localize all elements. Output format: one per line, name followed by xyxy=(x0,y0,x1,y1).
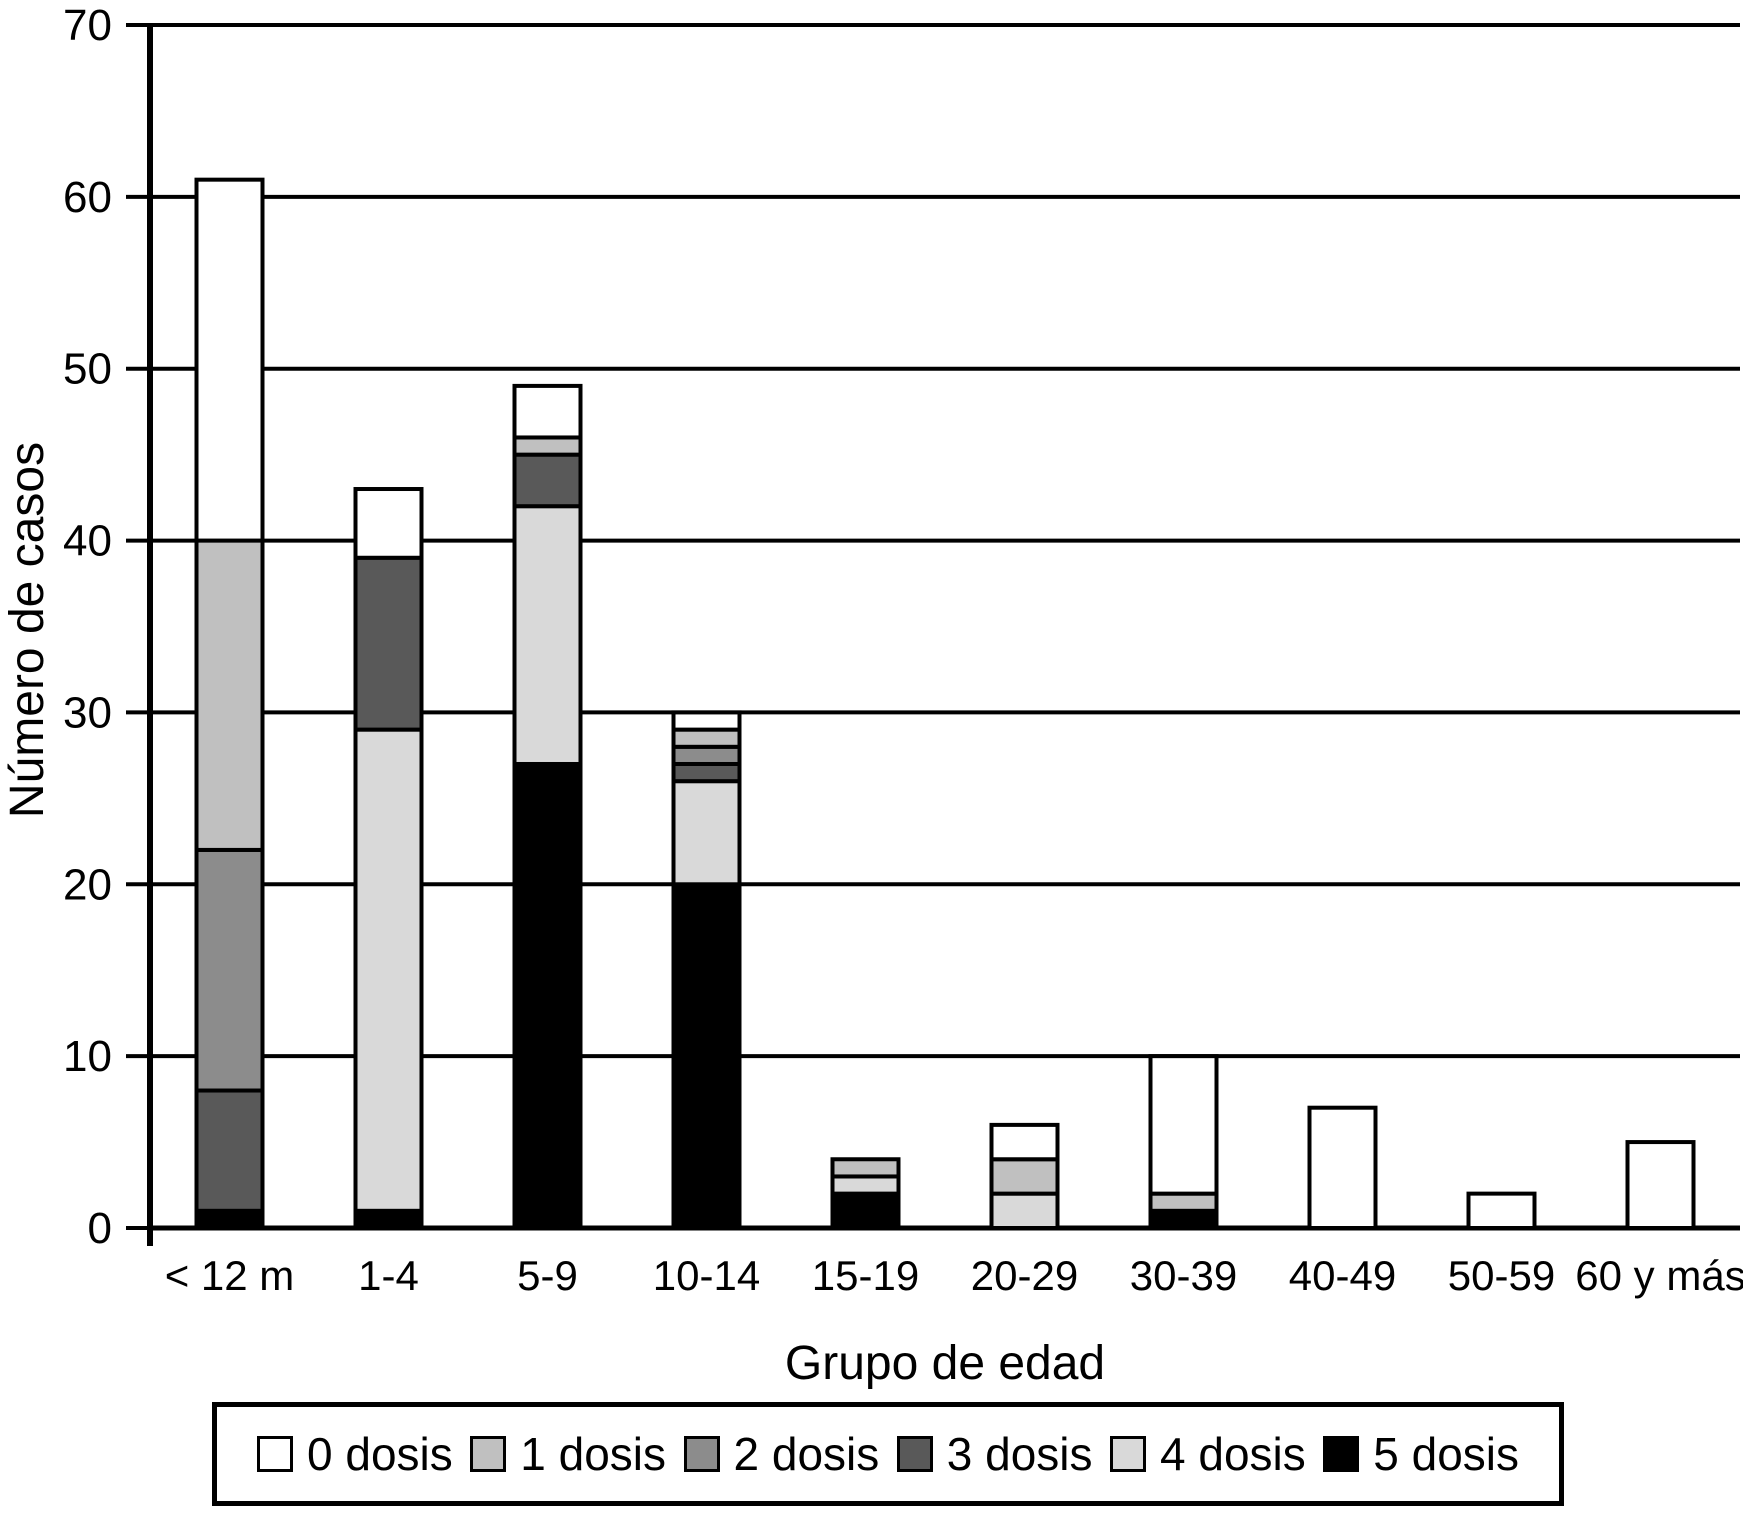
legend-label: 5 dosis xyxy=(1373,1428,1519,1480)
x-tick-label: 5-9 xyxy=(517,1252,578,1299)
y-tick-label: 20 xyxy=(63,860,112,909)
x-tick-label: 40-49 xyxy=(1289,1252,1396,1299)
legend-item-1-dosis: 1 dosis xyxy=(470,1427,666,1481)
bar-segment-1-dosis xyxy=(830,1157,901,1179)
x-tick-label: 50-59 xyxy=(1448,1252,1555,1299)
legend-item-3-dosis: 3 dosis xyxy=(896,1427,1093,1481)
bar-segment-0-dosis xyxy=(1625,1140,1696,1230)
legend-item-4-dosis: 4 dosis xyxy=(1110,1427,1306,1481)
bar-segment-4-dosis xyxy=(353,727,424,1213)
legend-swatch-1-dosis xyxy=(470,1436,507,1472)
bar-segment-0-dosis xyxy=(671,710,742,732)
bar-segment-4-dosis xyxy=(512,504,583,766)
legend-swatch-2-dosis xyxy=(683,1436,720,1472)
legend: 0 dosis 1 dosis 2 dosis 3 dosis 4 dosis … xyxy=(212,1402,1564,1506)
legend-item-0-dosis: 0 dosis xyxy=(257,1427,453,1481)
bar-segment-0-dosis xyxy=(353,487,424,560)
y-tick-label: 70 xyxy=(63,1,112,50)
legend-label: 2 dosis xyxy=(733,1428,880,1480)
bar-segment-5-dosis xyxy=(671,882,742,1230)
legend-label: 3 dosis xyxy=(946,1428,1093,1480)
x-tick-label: 1-4 xyxy=(358,1252,419,1299)
bar-segment-4-dosis xyxy=(989,1191,1060,1230)
bar-segment-2-dosis xyxy=(194,847,265,1093)
y-tick-label: 40 xyxy=(63,517,112,566)
legend-swatch-5-dosis xyxy=(1323,1436,1360,1472)
legend-label: 1 dosis xyxy=(520,1428,666,1480)
x-tick-label: 30-39 xyxy=(1130,1252,1237,1299)
bar-segment-0-dosis xyxy=(194,177,265,543)
bar-segment-5-dosis xyxy=(830,1191,901,1230)
bar-segment-1-dosis xyxy=(671,727,742,749)
bar-segment-1-dosis xyxy=(512,435,583,457)
bar-segment-0-dosis xyxy=(1466,1191,1537,1230)
plot-area: 0 10 20 30 40 50 60 70 < 12 m 1-4 5-9 10-14 15-19 20-… xyxy=(63,1,1743,1299)
bar-segment-1-dosis xyxy=(1148,1191,1219,1213)
bar-segment-5-dosis xyxy=(1148,1208,1219,1231)
bar-segment-3-dosis xyxy=(194,1088,265,1213)
legend-label: 4 dosis xyxy=(1160,1428,1306,1480)
bar-segment-0-dosis xyxy=(1148,1054,1219,1196)
legend-swatch-3-dosis xyxy=(896,1436,933,1472)
x-tick-label: 15-19 xyxy=(812,1252,919,1299)
bar-segment-5-dosis xyxy=(512,761,583,1230)
x-axis-title: Grupo de edad xyxy=(784,1337,1106,1390)
x-tick-label: 20-29 xyxy=(971,1252,1078,1299)
legend-swatch-0-dosis xyxy=(257,1436,293,1472)
x-tick-label: 10-14 xyxy=(653,1252,760,1299)
bar-segment-0-dosis xyxy=(1307,1105,1378,1230)
y-tick-label: 50 xyxy=(63,345,112,394)
x-tick-label: 60 y más xyxy=(1575,1252,1743,1299)
y-tick-label: 10 xyxy=(63,1032,112,1081)
bar-segment-0-dosis xyxy=(512,383,583,440)
legend-item-5-dosis: 5 dosis xyxy=(1323,1427,1519,1481)
y-tick-label: 60 xyxy=(63,173,112,222)
bar-segment-3-dosis xyxy=(671,761,742,784)
bar-segment-1-dosis xyxy=(989,1157,1060,1196)
y-tick-label: 0 xyxy=(88,1204,112,1253)
bar-segment-5-dosis xyxy=(353,1208,424,1231)
legend-swatch-4-dosis xyxy=(1110,1436,1146,1472)
bar-segment-2-dosis xyxy=(671,744,742,766)
bar-segment-0-dosis xyxy=(989,1122,1060,1162)
x-tick-label: < 12 m xyxy=(165,1252,295,1299)
y-tick-label: 30 xyxy=(63,688,112,737)
legend-item-2-dosis: 2 dosis xyxy=(683,1427,880,1481)
bar-segment-5-dosis xyxy=(194,1208,265,1231)
bar-segment-1-dosis xyxy=(194,538,265,852)
bar-segment-3-dosis xyxy=(512,452,583,509)
bar-segment-4-dosis xyxy=(671,779,742,887)
bar-segment-3-dosis xyxy=(353,555,424,732)
legend-label: 0 dosis xyxy=(307,1428,453,1480)
bar-segment-4-dosis xyxy=(830,1174,901,1196)
